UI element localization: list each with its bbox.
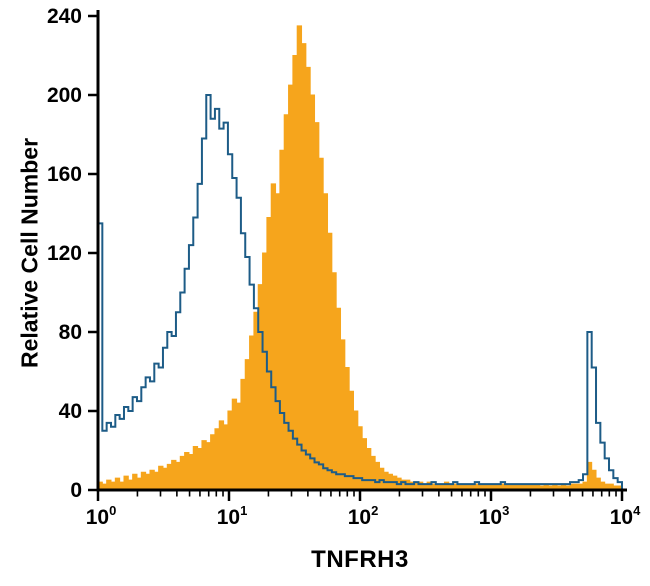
y-tick-label: 120 bbox=[47, 242, 82, 265]
y-tick-label: 40 bbox=[59, 400, 82, 423]
y-tick-label: 240 bbox=[47, 5, 82, 28]
series-blue-open-outline-histogram bbox=[97, 94, 623, 490]
y-tick-label: 80 bbox=[59, 321, 82, 344]
x-tick-label: 101 bbox=[217, 503, 248, 529]
y-tick-label: 200 bbox=[47, 84, 82, 107]
y-axis: 0 40 80 120 160 200 240 bbox=[47, 5, 98, 502]
x-tick-label: 102 bbox=[348, 503, 379, 529]
x-tick-label: 100 bbox=[86, 503, 117, 529]
axes bbox=[96, 10, 627, 492]
x-axis-title: TNFRH3 bbox=[311, 546, 409, 573]
y-axis-title: Relative Cell Number bbox=[16, 137, 43, 369]
x-tick-label: 103 bbox=[479, 503, 510, 529]
series-orange-filled-histogram bbox=[97, 25, 623, 491]
y-tick-label: 160 bbox=[47, 163, 82, 186]
x-axis: 100 101 102 103 104 bbox=[86, 490, 641, 529]
y-tick-label: 0 bbox=[70, 479, 82, 502]
x-tick-label: 104 bbox=[610, 503, 641, 529]
